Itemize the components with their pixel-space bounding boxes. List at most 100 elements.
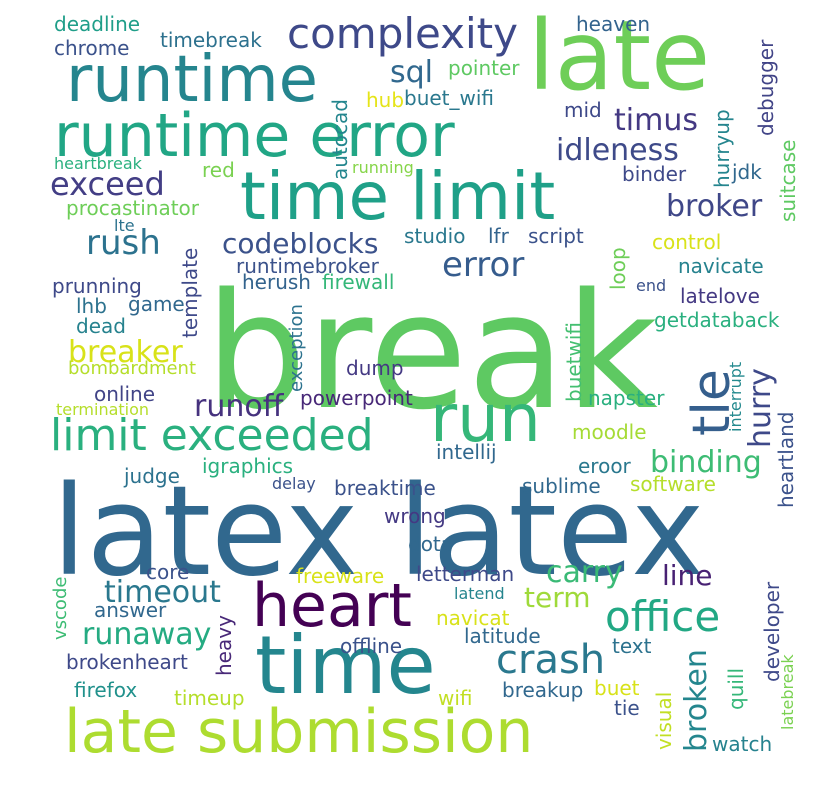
word-break: break <box>205 258 658 445</box>
word-chrome: chrome <box>54 36 130 60</box>
word-igraphics: igraphics <box>202 454 294 478</box>
word-latebreak: latebreak <box>778 654 797 730</box>
word-suitcase: suitcase <box>776 139 800 222</box>
word-binder: binder <box>622 162 687 186</box>
word-hurryup: hurryup <box>710 109 734 188</box>
word-buet: buet <box>594 676 640 700</box>
word-quill: quill <box>724 667 748 710</box>
word-buetwifi: buetwifi <box>562 321 586 402</box>
word-answer: answer <box>94 598 167 622</box>
word-line: line <box>662 559 713 592</box>
word-getdataback: getdataback <box>654 308 780 332</box>
word-firewall: firewall <box>322 270 395 294</box>
word-offline: offline <box>340 634 403 658</box>
word-eroor: eroor <box>578 454 631 478</box>
word-latex-latex: latex latex <box>52 460 705 604</box>
word-exceed: exceed <box>50 165 165 203</box>
word-breaktime: breaktime <box>334 476 436 500</box>
word-navicate: navicate <box>678 254 764 278</box>
word-time-limit: time limit <box>240 158 556 235</box>
word-heavy: heavy <box>212 615 236 676</box>
word-dump: dump <box>346 356 404 380</box>
word-interrupt: interrupt <box>726 361 745 432</box>
word-red: red <box>202 158 235 182</box>
word-mid: mid <box>564 98 602 122</box>
word-latelove: latelove <box>680 284 760 308</box>
word-autocad: autocad <box>328 99 352 180</box>
word-termination: termination <box>56 400 150 419</box>
word-wrong: wrong <box>384 504 446 528</box>
word-broken: broken <box>679 649 714 752</box>
word-binding: binding <box>650 445 762 480</box>
word-wifi: wifi <box>438 686 473 710</box>
word-napster: napster <box>588 386 665 410</box>
word-term: term <box>524 581 591 614</box>
word-breaker: breaker <box>68 335 183 370</box>
word-control: control <box>652 230 722 254</box>
word-dead: dead <box>76 314 126 338</box>
word-firefox: firefox <box>74 678 138 702</box>
word-watch: watch <box>712 732 773 756</box>
word-delay: delay <box>272 474 316 493</box>
word-late: late <box>528 0 711 112</box>
word-online: online <box>94 382 156 406</box>
word-broker: broker <box>666 189 763 224</box>
word-heaven: heaven <box>576 12 651 36</box>
word-tie: tie <box>614 696 640 720</box>
word-vscode: vscode <box>50 576 71 640</box>
word-carry: carry <box>546 555 623 590</box>
word-run: run <box>430 380 541 457</box>
word-prunning: prunning <box>52 274 142 298</box>
word-dota: dota <box>408 532 454 556</box>
word-debugger: debugger <box>754 39 778 136</box>
word-judge: judge <box>124 464 180 488</box>
word-jdk: jdk <box>732 160 762 184</box>
word-letterman: letterman <box>416 562 515 586</box>
word-bombardment: bombardment <box>68 358 197 379</box>
word-herush: herush <box>242 270 311 294</box>
word-visual: visual <box>652 691 676 750</box>
word-crash: crash <box>496 637 606 683</box>
word-loop: loop <box>606 247 630 290</box>
word-heart: heart <box>252 571 412 641</box>
word-error: error <box>442 245 525 285</box>
word-end: end <box>636 276 667 295</box>
word-running: running <box>352 158 414 177</box>
word-hurry: hurry <box>743 368 778 448</box>
word-runtimebroker: runtimebroker <box>236 254 379 278</box>
word-navicat: navicat <box>436 606 510 630</box>
word-idleness: idleness <box>556 133 679 168</box>
word-lhb: lhb <box>76 294 107 318</box>
word-timebreak: timebreak <box>160 28 262 52</box>
word-timeout: timeout <box>104 575 221 610</box>
word-breakup: breakup <box>502 678 584 702</box>
word-studio: studio <box>404 224 466 248</box>
word-sublime: sublime <box>522 474 601 498</box>
word-runaway: runaway <box>82 617 212 652</box>
word-lfr: lfr <box>488 224 509 248</box>
word-heartland: heartland <box>774 411 798 508</box>
word-limit-exceeded: limit exceeded <box>50 410 374 461</box>
word-hub: hub <box>366 88 405 112</box>
word-exception: exception <box>286 304 307 392</box>
word-latitude: latitude <box>464 624 541 648</box>
word-brokenheart: brokenheart <box>66 650 188 674</box>
word-late-submission: late submission <box>64 697 534 767</box>
word-freeware: freeware <box>296 564 385 588</box>
word-timus: timus <box>614 103 698 138</box>
word-text: text <box>612 634 652 658</box>
word-time: time <box>255 619 436 712</box>
word-runtime: runtime <box>66 43 319 117</box>
word-moodle: moodle <box>572 420 647 444</box>
word-heartbreak: heartbreak <box>54 154 142 173</box>
word-procastinator: procastinator <box>66 196 200 220</box>
word-runoff: runoff <box>194 389 284 424</box>
word-core: core <box>146 560 190 584</box>
word-buet_wifi: buet_wifi <box>404 86 495 110</box>
word-deadline: deadline <box>54 12 141 36</box>
word-complexity: complexity <box>287 9 518 58</box>
word-game: game <box>128 292 185 316</box>
word-script: script <box>528 224 584 248</box>
word-software: software <box>630 472 716 496</box>
